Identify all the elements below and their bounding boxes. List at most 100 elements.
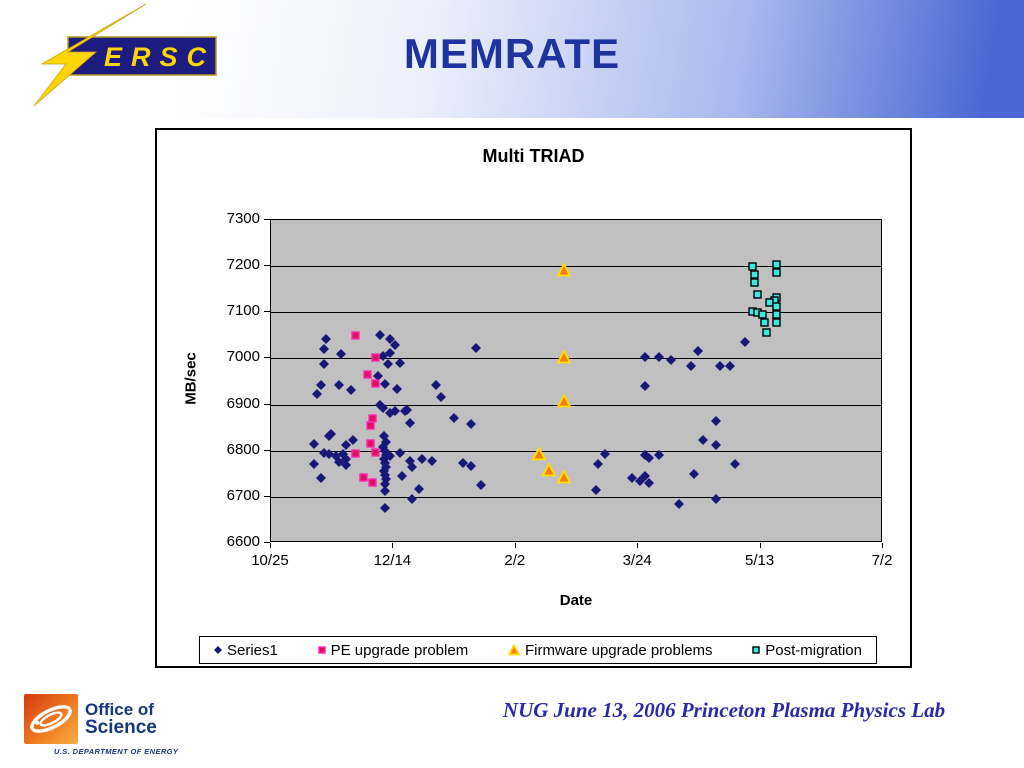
data-point-pe-upgrade-problem — [371, 353, 380, 363]
data-point-series1 — [311, 388, 322, 399]
x-tick-mark — [637, 543, 639, 548]
data-point-series1 — [377, 350, 388, 361]
data-point-firmware-upgrade-problems — [556, 470, 571, 484]
data-point-post-migration — [772, 260, 781, 269]
y-tick-mark — [264, 311, 270, 313]
y-tick-label: 6900 — [226, 394, 260, 412]
data-point-series1 — [379, 485, 390, 496]
data-point-series1 — [715, 361, 726, 372]
nersc-logo: ERSC — [33, 3, 217, 107]
x-tick-mark — [882, 543, 883, 548]
data-point-series1 — [654, 449, 665, 460]
data-point-series1 — [693, 346, 704, 357]
legend-label: PE upgrade problem — [330, 641, 469, 659]
data-point-series1 — [593, 458, 604, 469]
legend-item-pe-upgrade-problem: PE upgrade problem — [317, 641, 469, 659]
data-point-firmware-upgrade-problems — [542, 462, 557, 476]
data-point-series1 — [402, 405, 413, 416]
data-point-series1 — [739, 336, 750, 347]
y-tick-label: 6600 — [226, 533, 260, 550]
data-point-series1 — [309, 438, 320, 449]
x-tick-label: 12/14 — [373, 552, 412, 569]
data-point-series1 — [323, 430, 334, 441]
lightning-bolt-icon — [33, 3, 147, 107]
data-point-series1 — [686, 361, 697, 372]
data-point-series1 — [316, 379, 327, 390]
data-point-series1 — [340, 459, 351, 470]
data-point-series1 — [448, 413, 459, 424]
data-point-pe-upgrade-problem — [351, 449, 360, 459]
data-point-pe-upgrade-problem — [366, 439, 375, 448]
data-point-series1 — [688, 469, 699, 480]
data-point-series1 — [639, 471, 650, 482]
gridline — [271, 312, 881, 314]
data-point-series1 — [323, 448, 334, 459]
data-point-series1 — [394, 357, 405, 368]
data-point-series1 — [436, 391, 447, 402]
square-legend-marker-icon — [752, 646, 760, 654]
data-point-series1 — [465, 419, 476, 430]
diamond-legend-marker-icon — [214, 646, 222, 654]
data-point-series1 — [465, 460, 476, 471]
office-of-science-text: Office of Science — [85, 700, 157, 738]
data-point-series1 — [316, 472, 327, 483]
nersc-logo-text: ERSC — [104, 42, 215, 72]
data-point-post-migration — [750, 278, 759, 287]
legend-label: Post-migration — [765, 641, 862, 659]
data-point-series1 — [725, 361, 736, 372]
y-tick-label: 7100 — [226, 302, 260, 320]
data-point-series1 — [379, 503, 390, 514]
y-tick-label: 6800 — [226, 440, 260, 458]
chart-frame: Multi TRIAD MB/sec Date Series1 PE upgrad… — [155, 128, 912, 668]
legend-label: Series1 — [227, 641, 278, 659]
data-point-series1 — [340, 453, 351, 464]
data-point-series1 — [321, 333, 332, 344]
data-point-post-migration — [748, 262, 757, 272]
data-point-series1 — [309, 459, 320, 470]
data-point-pe-upgrade-problem — [371, 448, 380, 458]
data-point-series1 — [710, 493, 721, 504]
data-point-series1 — [345, 384, 356, 395]
x-tick-label: 2/2 — [504, 552, 526, 569]
triangle-legend-marker-icon — [507, 644, 520, 656]
data-point-series1 — [384, 347, 395, 358]
gridline — [271, 450, 881, 452]
data-point-series1 — [730, 459, 741, 470]
data-point-post-migration — [772, 309, 781, 319]
data-point-series1 — [431, 379, 442, 390]
data-point-series1 — [600, 448, 611, 459]
data-point-series1 — [318, 344, 329, 355]
footer-text: NUG June 13, 2006 Princeton Plasma Physi… — [502, 698, 946, 722]
y-tick-label: 6700 — [226, 486, 260, 504]
legend-item-series1: Series1 — [214, 642, 278, 659]
data-point-series1 — [389, 405, 400, 416]
y-tick-mark — [264, 219, 270, 220]
data-point-series1 — [389, 339, 400, 350]
chart-title: Multi TRIAD — [482, 146, 585, 166]
office-of-science-logo: Office of Science U.S. DEPARTMENT OF ENE… — [24, 694, 194, 756]
data-point-series1 — [384, 451, 395, 462]
data-point-series1 — [590, 484, 601, 495]
data-point-firmware-upgrade-problems — [556, 394, 571, 408]
doe-subtext: U.S. DEPARTMENT OF ENERGY — [54, 747, 179, 756]
data-point-series1 — [333, 379, 344, 390]
data-point-pe-upgrade-problem — [351, 331, 360, 340]
data-point-post-migration — [762, 328, 772, 338]
data-point-series1 — [333, 457, 344, 468]
data-point-post-migration — [750, 270, 759, 280]
slide-title: MEMRATE — [403, 30, 621, 77]
data-point-series1 — [348, 435, 359, 446]
y-tick-mark — [264, 542, 270, 543]
x-tick-label: 7/2 — [871, 552, 893, 569]
data-point-series1 — [340, 440, 351, 451]
data-point-series1 — [426, 455, 437, 466]
data-point-post-migration — [752, 290, 762, 299]
y-axis-title: MB/sec — [182, 352, 200, 405]
gridline — [271, 266, 881, 268]
data-point-series1 — [698, 435, 709, 446]
data-point-series1 — [384, 333, 395, 344]
data-point-pe-upgrade-problem — [366, 421, 375, 430]
x-tick-mark — [759, 543, 761, 548]
data-point-series1 — [654, 351, 665, 362]
